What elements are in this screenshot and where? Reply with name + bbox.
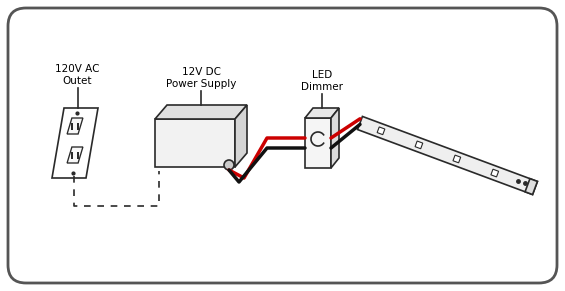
- Polygon shape: [453, 155, 460, 163]
- Polygon shape: [491, 169, 498, 177]
- Polygon shape: [525, 179, 537, 195]
- Polygon shape: [67, 118, 83, 134]
- Polygon shape: [155, 105, 247, 119]
- Polygon shape: [67, 147, 83, 163]
- Polygon shape: [377, 127, 385, 135]
- Polygon shape: [415, 141, 423, 149]
- Circle shape: [224, 160, 234, 170]
- Bar: [76, 152, 79, 159]
- Polygon shape: [358, 116, 537, 195]
- Polygon shape: [331, 108, 339, 168]
- Polygon shape: [235, 105, 247, 167]
- Polygon shape: [155, 119, 235, 167]
- Bar: [76, 123, 79, 129]
- Polygon shape: [52, 108, 98, 178]
- Bar: [71, 152, 73, 159]
- Text: LED
Dimmer: LED Dimmer: [301, 70, 343, 92]
- FancyBboxPatch shape: [8, 8, 557, 283]
- Polygon shape: [305, 108, 339, 118]
- Bar: [71, 123, 73, 129]
- Text: 12V DC
Power Supply: 12V DC Power Supply: [166, 68, 236, 89]
- Text: 120V AC
Outet: 120V AC Outet: [55, 64, 99, 86]
- Polygon shape: [305, 118, 331, 168]
